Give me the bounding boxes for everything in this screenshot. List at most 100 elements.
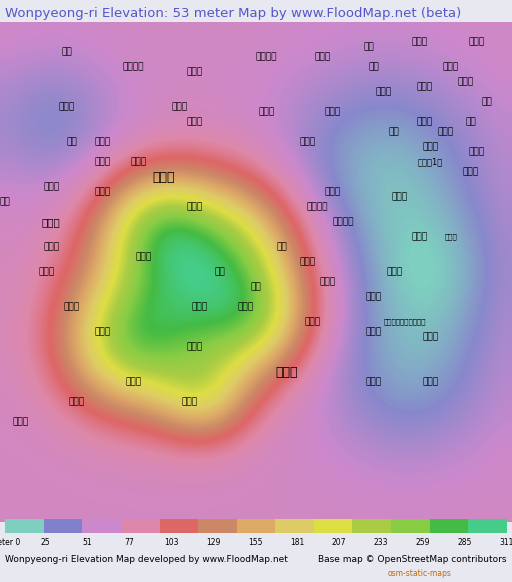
Text: 아목리: 아목리 xyxy=(94,158,111,166)
Bar xyxy=(198,519,237,533)
Text: 북천리: 북천리 xyxy=(304,318,321,327)
Text: 103: 103 xyxy=(164,538,179,547)
Text: 신기리: 신기리 xyxy=(191,303,208,311)
Bar xyxy=(430,519,468,533)
Text: 181: 181 xyxy=(290,538,304,547)
Text: 송산동: 송산동 xyxy=(422,378,438,386)
Text: 신리: 신리 xyxy=(251,283,261,292)
Text: 하서동: 하서동 xyxy=(417,118,433,127)
Text: 311: 311 xyxy=(500,538,512,547)
Text: 자안리: 자안리 xyxy=(63,303,80,311)
Text: 영동: 영동 xyxy=(481,98,492,107)
Text: 초평동: 초평동 xyxy=(314,52,331,62)
Bar xyxy=(44,519,82,533)
Text: 상동: 상동 xyxy=(364,42,374,52)
Text: 사사동: 사사동 xyxy=(171,102,187,112)
Text: 안녕동: 안녕동 xyxy=(422,332,438,342)
Bar xyxy=(82,519,121,533)
Text: 신기리: 신기리 xyxy=(186,343,203,352)
Text: 참곡리: 참곡리 xyxy=(125,378,141,386)
Text: 155: 155 xyxy=(248,538,263,547)
Text: 수원구연쏼구청사거리: 수원구연쏼구청사거리 xyxy=(383,319,426,325)
Text: 207: 207 xyxy=(332,538,346,547)
Text: Wonpyeong-ri Elevation Map developed by www.FloodMap.net: Wonpyeong-ri Elevation Map developed by … xyxy=(5,555,288,564)
Text: 맘평리: 맘평리 xyxy=(186,203,203,212)
Text: 염동: 염동 xyxy=(369,63,379,72)
Text: 고등동: 고등동 xyxy=(437,127,454,137)
Text: 속죽동: 속죽동 xyxy=(458,77,474,87)
Text: osm-static-maps: osm-static-maps xyxy=(388,569,452,579)
Text: 이목동: 이목동 xyxy=(412,38,428,47)
Text: 팔국일동: 팔국일동 xyxy=(122,63,144,72)
Text: 직동: 직동 xyxy=(276,243,287,251)
Text: 온리: 온리 xyxy=(67,137,77,147)
Text: 77: 77 xyxy=(124,538,134,547)
Text: 129: 129 xyxy=(206,538,221,547)
Text: 답동: 답동 xyxy=(389,127,399,137)
Bar xyxy=(314,519,352,533)
Text: 매송스리: 매송스리 xyxy=(307,203,328,212)
Text: 수영리: 수영리 xyxy=(299,258,315,267)
Text: 금곡동: 금곡동 xyxy=(299,137,315,147)
Text: 서두동: 서두동 xyxy=(422,143,438,151)
Text: 고새동: 고새동 xyxy=(391,193,408,201)
Bar xyxy=(391,519,430,533)
Text: 칭곡리: 칭곡리 xyxy=(238,303,254,311)
Text: 보순동: 보순동 xyxy=(366,293,382,301)
Text: 팜동: 팜동 xyxy=(61,48,72,56)
Text: 시화리: 시화리 xyxy=(130,158,146,166)
Text: 건건동: 건건동 xyxy=(186,68,203,77)
Text: 기안동: 기안동 xyxy=(386,268,402,276)
Text: meter 0: meter 0 xyxy=(0,538,20,547)
Text: 285: 285 xyxy=(458,538,472,547)
Text: 무슬동: 무슬동 xyxy=(12,417,29,427)
Text: 양노리: 양노리 xyxy=(43,243,59,251)
Text: 송스리: 송스리 xyxy=(186,118,203,127)
Text: 장안구: 장안구 xyxy=(468,38,484,47)
Text: 입북동: 입북동 xyxy=(325,108,341,116)
Text: 장지동: 장지동 xyxy=(412,233,428,242)
Text: 오목천동: 오목천동 xyxy=(332,218,354,226)
Text: 비봉면: 비봉면 xyxy=(42,217,60,227)
Bar xyxy=(160,519,198,533)
Text: 청요리: 청요리 xyxy=(94,328,111,336)
Text: Base map © OpenStreetMap contributors: Base map © OpenStreetMap contributors xyxy=(318,555,507,564)
Text: 매산로1가: 매산로1가 xyxy=(417,158,443,166)
Text: 도마구동: 도마구동 xyxy=(255,52,277,62)
Text: 매송면: 매송면 xyxy=(153,171,175,183)
Text: 팔월동: 팔월동 xyxy=(468,148,484,157)
Text: 구포리: 구포리 xyxy=(94,187,111,197)
Text: 천천리: 천천리 xyxy=(325,187,341,197)
Text: Wonpyeong-ri Elevation: 53 meter Map by www.FloodMap.net (beta): Wonpyeong-ri Elevation: 53 meter Map by … xyxy=(5,7,461,20)
Text: 마을수: 마을수 xyxy=(444,234,457,240)
Text: 세류동: 세류동 xyxy=(463,168,479,176)
Bar xyxy=(5,519,44,533)
Text: 팔동: 팔동 xyxy=(466,118,476,127)
Bar xyxy=(237,519,275,533)
Text: 삼화리: 삼화리 xyxy=(43,183,59,191)
Text: 나리: 나리 xyxy=(215,268,225,276)
Text: 233: 233 xyxy=(374,538,388,547)
Bar xyxy=(121,519,160,533)
Text: 파장동: 파장동 xyxy=(442,63,459,72)
Text: 정자동: 정자동 xyxy=(417,83,433,91)
Bar xyxy=(468,519,507,533)
Text: 25: 25 xyxy=(40,538,50,547)
Text: 금전동: 금전동 xyxy=(376,88,392,97)
Text: 하목리: 하목리 xyxy=(94,137,111,147)
Text: 259: 259 xyxy=(416,538,430,547)
Text: 수기리: 수기리 xyxy=(366,328,382,336)
Text: 부청음: 부청음 xyxy=(275,365,298,378)
Bar xyxy=(352,519,391,533)
Text: 플랫리: 플랫리 xyxy=(135,253,152,261)
Text: 하저리: 하저리 xyxy=(69,398,85,407)
Text: 포리: 포리 xyxy=(0,198,10,207)
Bar xyxy=(275,519,314,533)
Text: 기찼리: 기찼리 xyxy=(181,398,198,407)
Text: 당수동: 당수동 xyxy=(258,108,274,116)
Text: 51: 51 xyxy=(82,538,92,547)
Text: 동화리: 동화리 xyxy=(319,278,336,286)
Text: 보토동: 보토동 xyxy=(366,378,382,386)
Text: 보현동: 보현동 xyxy=(38,268,54,276)
Text: 본오동: 본오동 xyxy=(58,102,75,112)
